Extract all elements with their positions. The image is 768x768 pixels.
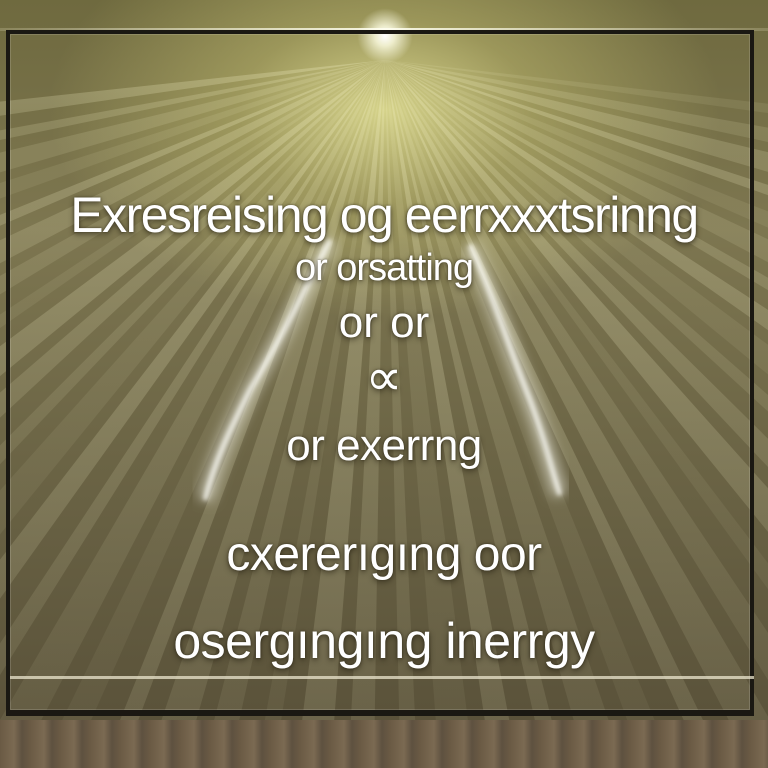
light-ray — [385, 60, 519, 768]
light-ray — [0, 60, 385, 465]
floor — [0, 720, 768, 768]
text-line-5: or exerrng — [286, 421, 482, 470]
light-ray — [385, 60, 768, 375]
light-ray — [145, 60, 385, 768]
light-ray — [385, 60, 768, 681]
light-ray — [385, 60, 474, 768]
light-ray — [0, 60, 385, 264]
text-line-6: сxererıgıng oor — [226, 528, 542, 581]
light-ray — [0, 60, 385, 377]
light-ray — [385, 60, 768, 331]
light-ray — [385, 60, 768, 291]
light-ray — [296, 60, 385, 768]
light-ray — [0, 60, 385, 535]
light-ray — [385, 60, 564, 768]
text-line-4: ∝ — [365, 349, 403, 407]
light-ray — [0, 60, 385, 116]
text-line-1: Exresreising og eerrxxxtsrinng — [70, 187, 699, 243]
light-ray — [385, 60, 768, 532]
light-ray — [0, 60, 385, 418]
light-source — [357, 8, 413, 64]
light-ray — [0, 60, 385, 768]
light-ray — [385, 60, 625, 768]
light-ray — [385, 60, 768, 172]
bottom-light-line — [10, 676, 754, 679]
light-ray — [0, 60, 385, 675]
text-line-3: or or — [338, 298, 430, 347]
top-light-line — [0, 28, 768, 31]
text-line-2: or orsatting — [294, 247, 474, 289]
light-ray — [385, 60, 768, 768]
light-ray — [385, 60, 768, 468]
picture-frame — [6, 30, 754, 716]
light-ray — [348, 60, 385, 768]
light-ray — [38, 60, 385, 768]
light-ray — [0, 60, 385, 199]
light-ray — [256, 60, 385, 768]
light-ray — [385, 60, 768, 590]
light-ray — [385, 60, 418, 768]
light-ray — [385, 60, 768, 114]
light-ray — [385, 60, 727, 768]
text-line-7: osergıngıng inerrɡy — [173, 613, 595, 669]
light-ray — [0, 60, 385, 173]
